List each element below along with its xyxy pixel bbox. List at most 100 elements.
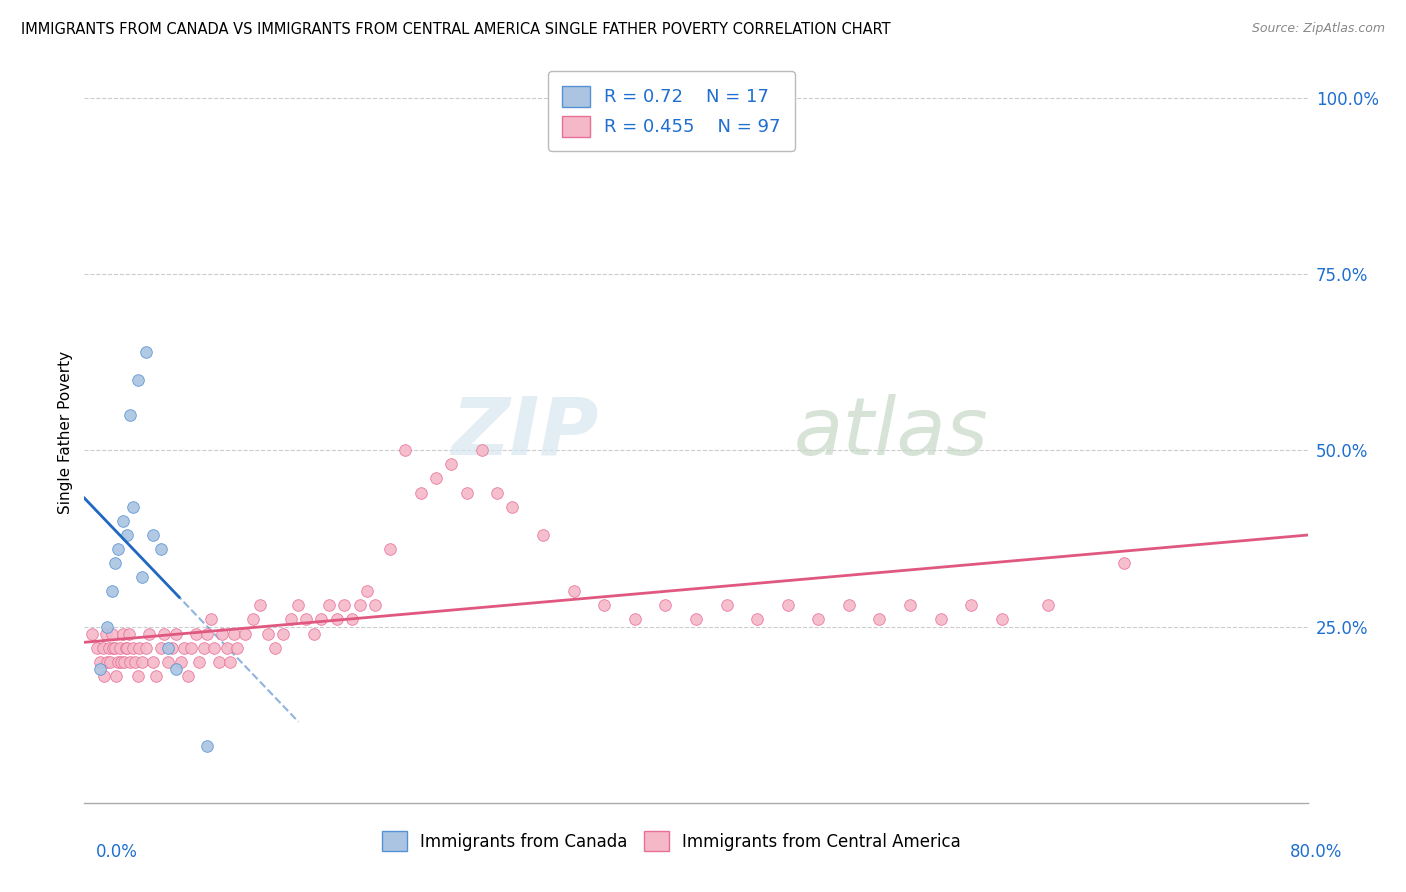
Point	[118, 626, 141, 640]
Point	[394, 443, 416, 458]
Point	[242, 612, 264, 626]
Point	[776, 599, 799, 613]
Point	[233, 626, 256, 640]
Point	[157, 655, 180, 669]
Point	[120, 655, 142, 669]
Point	[89, 662, 111, 676]
Text: Source: ZipAtlas.com: Source: ZipAtlas.com	[1251, 22, 1385, 36]
Point	[302, 626, 325, 640]
Point	[929, 612, 952, 626]
Point	[98, 655, 121, 669]
Point	[80, 626, 103, 640]
Point	[91, 640, 114, 655]
Point	[425, 471, 447, 485]
Point	[991, 612, 1014, 626]
Point	[142, 655, 165, 669]
Point	[127, 373, 149, 387]
Point	[93, 669, 115, 683]
Point	[165, 626, 187, 640]
Point	[486, 485, 509, 500]
Point	[104, 640, 127, 655]
Point	[271, 626, 294, 640]
Point	[624, 612, 647, 626]
Point	[264, 640, 287, 655]
Point	[142, 528, 165, 542]
Point	[280, 612, 302, 626]
Text: IMMIGRANTS FROM CANADA VS IMMIGRANTS FROM CENTRAL AMERICA SINGLE FATHER POVERTY : IMMIGRANTS FROM CANADA VS IMMIGRANTS FRO…	[21, 22, 891, 37]
Point	[325, 612, 347, 626]
Point	[287, 599, 309, 613]
Point	[108, 640, 131, 655]
Point	[94, 626, 117, 640]
Point	[1036, 599, 1059, 613]
Point	[86, 640, 108, 655]
Point	[103, 640, 125, 655]
Point	[311, 612, 333, 626]
Point	[101, 584, 124, 599]
Point	[177, 669, 200, 683]
Point	[111, 626, 134, 640]
Y-axis label: Single Father Poverty: Single Father Poverty	[58, 351, 73, 514]
Point	[131, 655, 153, 669]
Point	[218, 655, 240, 669]
Point	[157, 640, 180, 655]
Point	[107, 655, 129, 669]
Point	[716, 599, 738, 613]
Point	[898, 599, 921, 613]
Point	[112, 655, 135, 669]
Point	[110, 655, 132, 669]
Legend: Immigrants from Canada, Immigrants from Central America: Immigrants from Canada, Immigrants from …	[375, 825, 967, 857]
Point	[380, 541, 402, 556]
Point	[96, 655, 118, 669]
Point	[128, 640, 150, 655]
Point	[107, 541, 129, 556]
Point	[89, 655, 111, 669]
Point	[149, 640, 172, 655]
Point	[200, 612, 222, 626]
Point	[135, 344, 157, 359]
Point	[97, 640, 120, 655]
Point	[195, 739, 218, 754]
Point	[654, 599, 676, 613]
Point	[153, 626, 176, 640]
Point	[807, 612, 830, 626]
Point	[215, 640, 238, 655]
Point	[440, 458, 463, 472]
Point	[593, 599, 616, 613]
Point	[364, 599, 387, 613]
Point	[114, 640, 136, 655]
Text: 0.0%: 0.0%	[96, 843, 138, 861]
Point	[188, 655, 211, 669]
Point	[226, 640, 249, 655]
Point	[409, 485, 432, 500]
Point	[101, 626, 124, 640]
Point	[149, 541, 172, 556]
Point	[224, 626, 246, 640]
Point	[127, 669, 149, 683]
Point	[173, 640, 195, 655]
Point	[1114, 556, 1136, 570]
Point	[340, 612, 363, 626]
Point	[115, 640, 138, 655]
Point	[115, 528, 138, 542]
Point	[131, 570, 153, 584]
Point	[960, 599, 983, 613]
Point	[122, 500, 145, 514]
Point	[135, 640, 157, 655]
Point	[531, 528, 554, 542]
Point	[202, 640, 225, 655]
Point	[318, 599, 340, 613]
Point	[96, 619, 118, 633]
Point	[160, 640, 183, 655]
Point	[170, 655, 193, 669]
Text: 80.0%: 80.0%	[1291, 843, 1343, 861]
Point	[356, 584, 378, 599]
Point	[333, 599, 356, 613]
Point	[124, 655, 146, 669]
Point	[869, 612, 891, 626]
Point	[120, 408, 142, 422]
Point	[145, 669, 167, 683]
Point	[184, 626, 207, 640]
Point	[138, 626, 160, 640]
Point	[685, 612, 707, 626]
